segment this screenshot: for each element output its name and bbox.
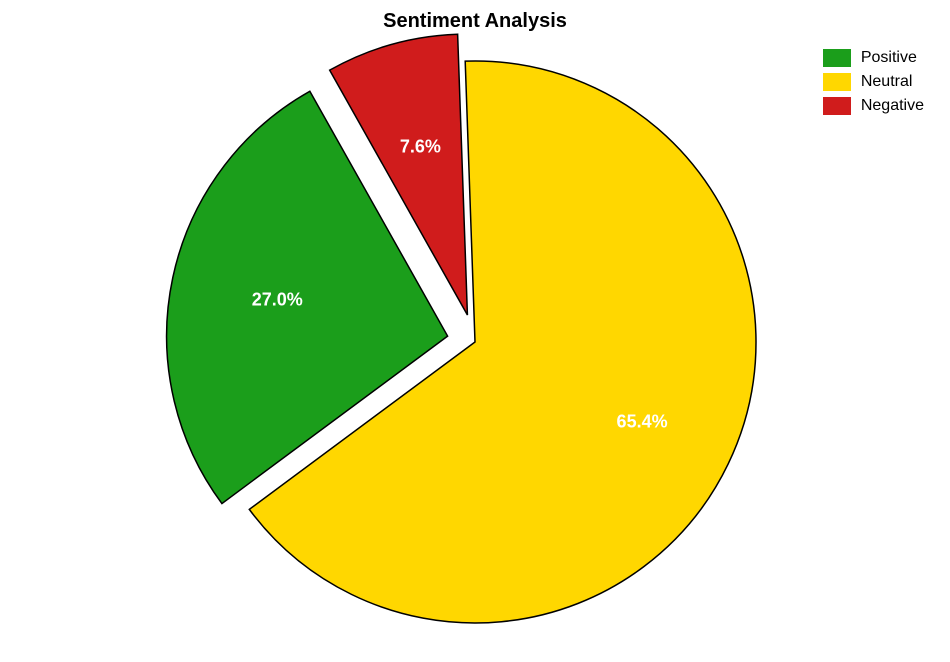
legend: Positive Neutral Negative (823, 48, 924, 120)
legend-item-neutral: Neutral (823, 72, 924, 91)
slice-label-negative: 7.6% (400, 137, 441, 158)
legend-label-negative: Negative (861, 97, 924, 115)
legend-label-neutral: Neutral (861, 73, 913, 91)
slice-label-neutral: 65.4% (617, 412, 668, 433)
legend-swatch-neutral (823, 73, 851, 91)
slice-label-positive: 27.0% (252, 289, 303, 310)
legend-label-positive: Positive (861, 49, 917, 67)
legend-swatch-negative (823, 97, 851, 115)
legend-item-positive: Positive (823, 48, 924, 67)
slice-labels-layer: 65.4% 27.0% 7.6% (0, 0, 950, 662)
legend-swatch-positive (823, 49, 851, 67)
legend-item-negative: Negative (823, 96, 924, 115)
